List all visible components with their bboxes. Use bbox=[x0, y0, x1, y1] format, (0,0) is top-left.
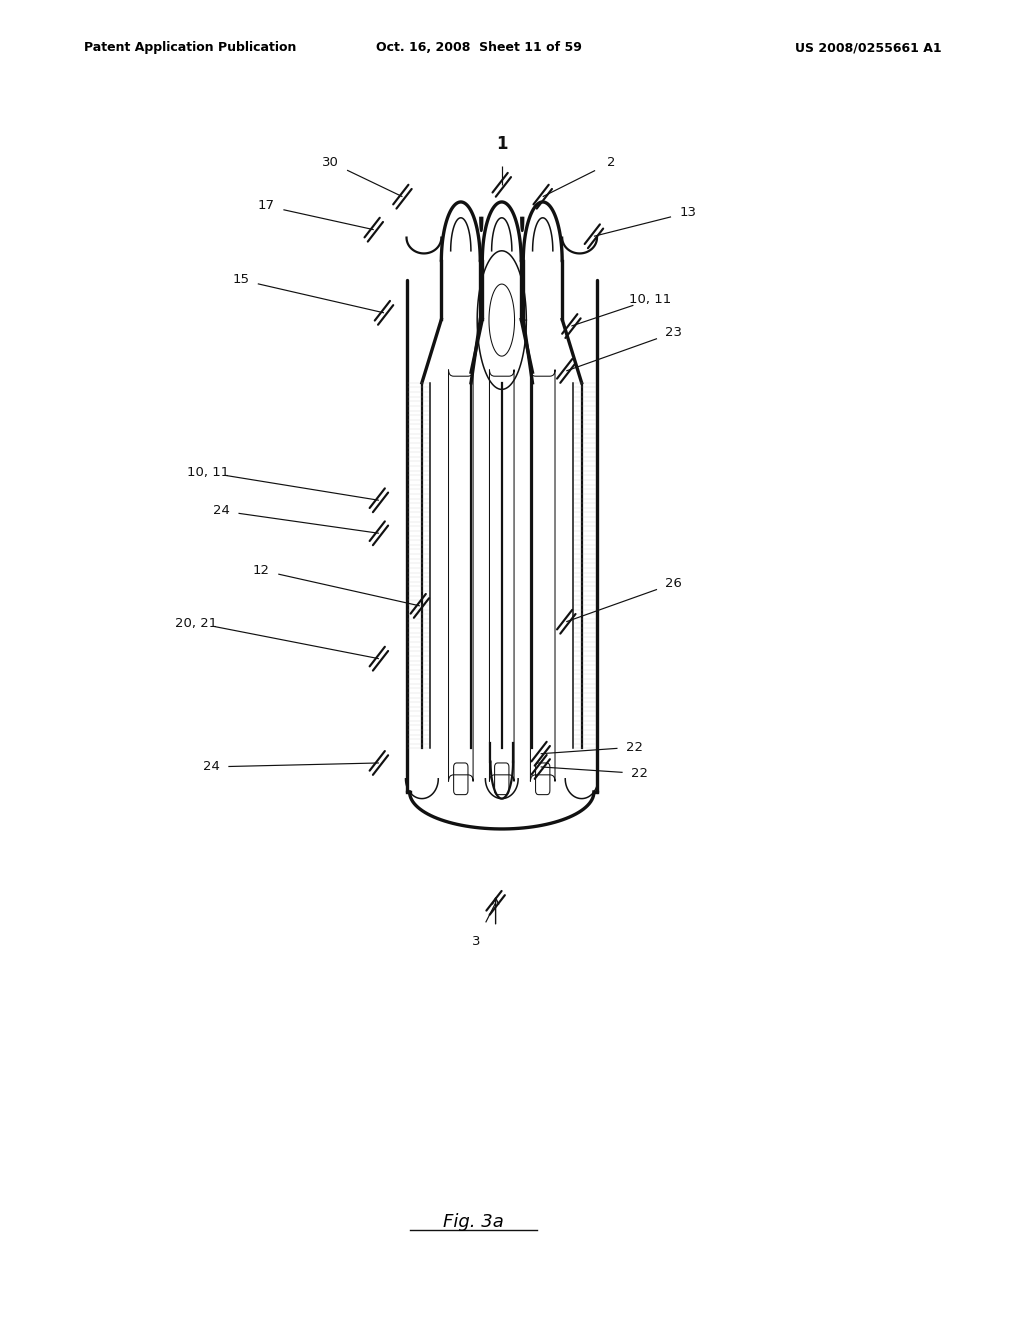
Text: 10, 11: 10, 11 bbox=[186, 466, 229, 479]
Text: 30: 30 bbox=[323, 156, 339, 169]
Text: Oct. 16, 2008  Sheet 11 of 59: Oct. 16, 2008 Sheet 11 of 59 bbox=[376, 41, 583, 54]
Text: 26: 26 bbox=[666, 577, 682, 590]
Text: 17: 17 bbox=[258, 199, 274, 213]
Text: 10, 11: 10, 11 bbox=[629, 293, 672, 306]
Text: 12: 12 bbox=[253, 564, 269, 577]
Text: 2: 2 bbox=[607, 156, 615, 169]
Text: 15: 15 bbox=[232, 273, 249, 286]
Text: 1: 1 bbox=[496, 135, 508, 153]
Text: 22: 22 bbox=[632, 767, 648, 780]
Text: Patent Application Publication: Patent Application Publication bbox=[84, 41, 296, 54]
Text: Fig. 3a: Fig. 3a bbox=[442, 1213, 504, 1232]
Text: 24: 24 bbox=[203, 760, 219, 774]
Text: 22: 22 bbox=[627, 741, 643, 754]
Text: 24: 24 bbox=[213, 504, 229, 517]
Text: 13: 13 bbox=[680, 206, 696, 219]
Text: US 2008/0255661 A1: US 2008/0255661 A1 bbox=[796, 41, 942, 54]
Text: 20, 21: 20, 21 bbox=[175, 616, 218, 630]
Text: 3: 3 bbox=[472, 935, 480, 948]
Text: 23: 23 bbox=[666, 326, 682, 339]
